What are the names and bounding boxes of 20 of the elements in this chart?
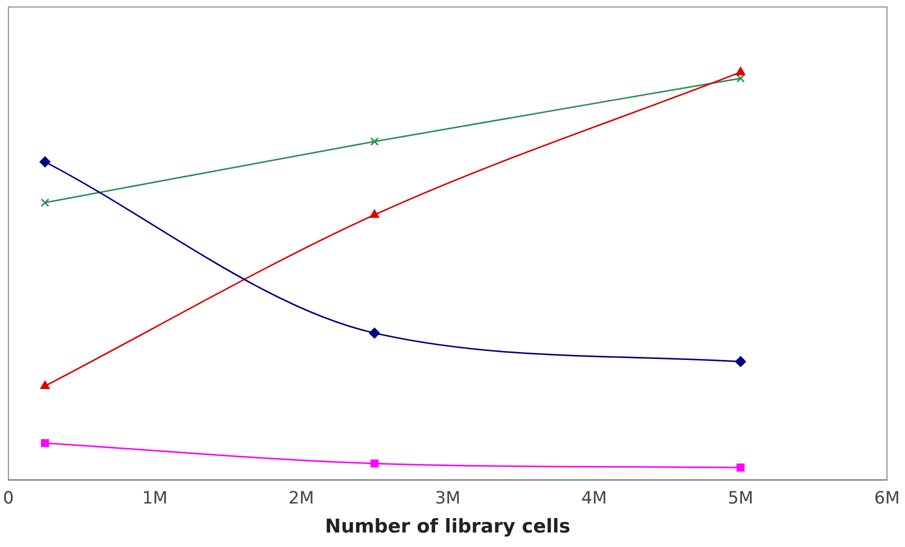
point bbox=[40, 439, 50, 448]
point bbox=[736, 74, 745, 83]
x-tick-label: 6M bbox=[874, 488, 900, 508]
point bbox=[736, 66, 746, 76]
point bbox=[370, 137, 379, 146]
point bbox=[40, 380, 50, 390]
point bbox=[370, 459, 379, 468]
x-tick-label: 0 bbox=[2, 488, 14, 508]
x-tick-label: 3M bbox=[434, 488, 460, 508]
point bbox=[40, 156, 51, 168]
point bbox=[735, 356, 746, 368]
point bbox=[368, 328, 380, 339]
x-axis-title: Number of library cells bbox=[325, 516, 570, 538]
x-tick-label: 2M bbox=[288, 488, 314, 508]
point bbox=[736, 464, 745, 472]
point bbox=[370, 209, 380, 218]
point bbox=[40, 198, 50, 207]
x-tick-label: 4M bbox=[581, 488, 607, 508]
x-tick-label: 5M bbox=[728, 488, 754, 508]
x-tick-label: 1M bbox=[142, 488, 168, 508]
